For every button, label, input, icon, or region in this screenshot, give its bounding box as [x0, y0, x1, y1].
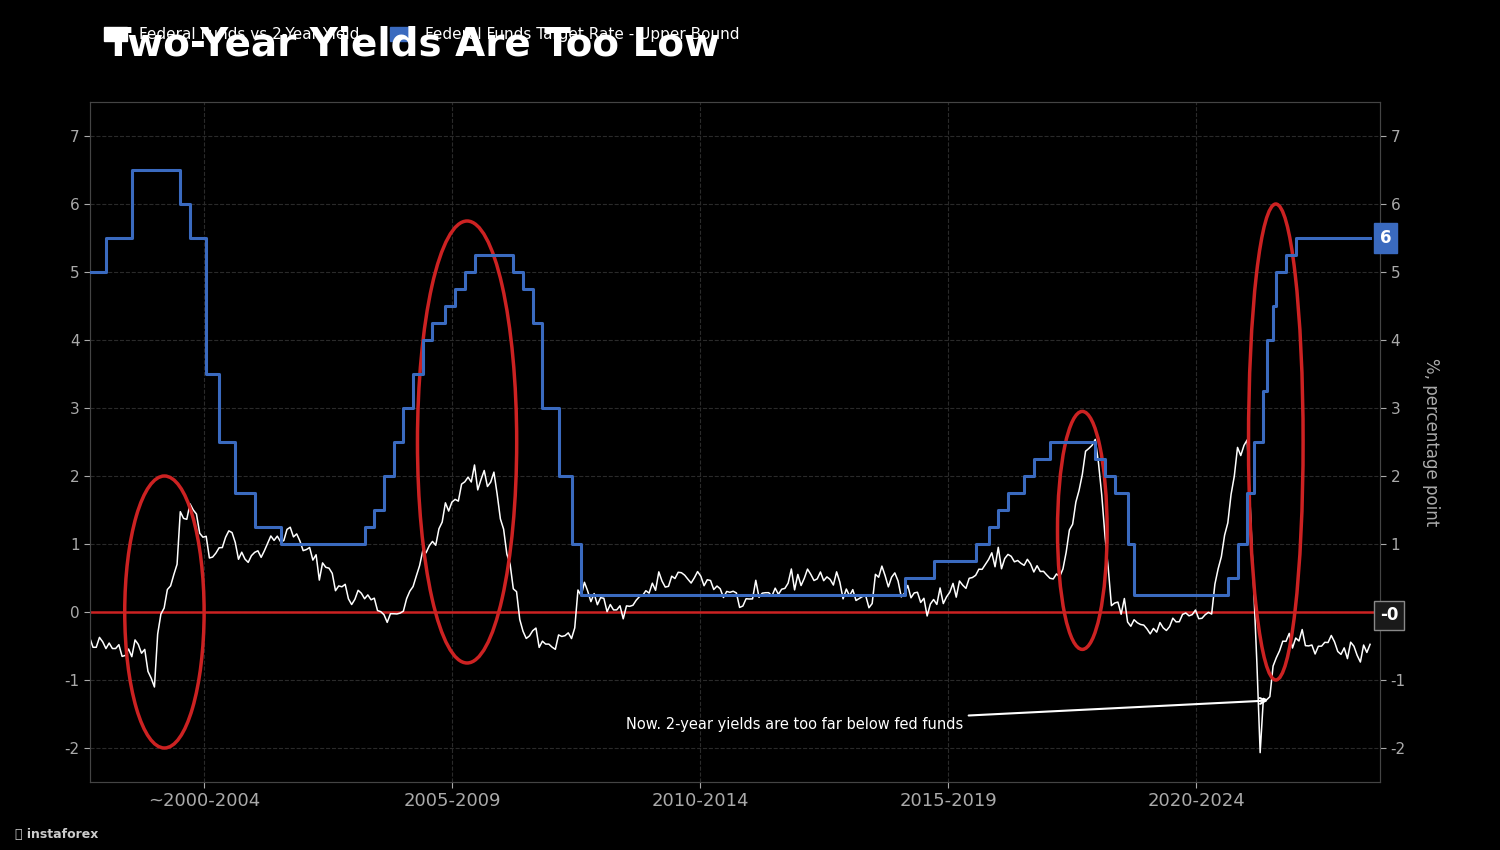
- Text: Two-Year Yields Are Too Low: Two-Year Yields Are Too Low: [105, 26, 720, 64]
- Text: ⬛ instaforex: ⬛ instaforex: [15, 829, 99, 842]
- Legend: Federal Funds vs 2-Year Yield, Federal Funds Target Rate - Upper Bound: Federal Funds vs 2-Year Yield, Federal F…: [98, 21, 746, 48]
- Y-axis label: %, percentage point: %, percentage point: [1422, 358, 1440, 526]
- Text: -0: -0: [1380, 606, 1398, 625]
- Text: 6: 6: [1380, 229, 1392, 247]
- Text: Now. 2-year yields are too far below fed funds: Now. 2-year yields are too far below fed…: [626, 698, 1266, 732]
